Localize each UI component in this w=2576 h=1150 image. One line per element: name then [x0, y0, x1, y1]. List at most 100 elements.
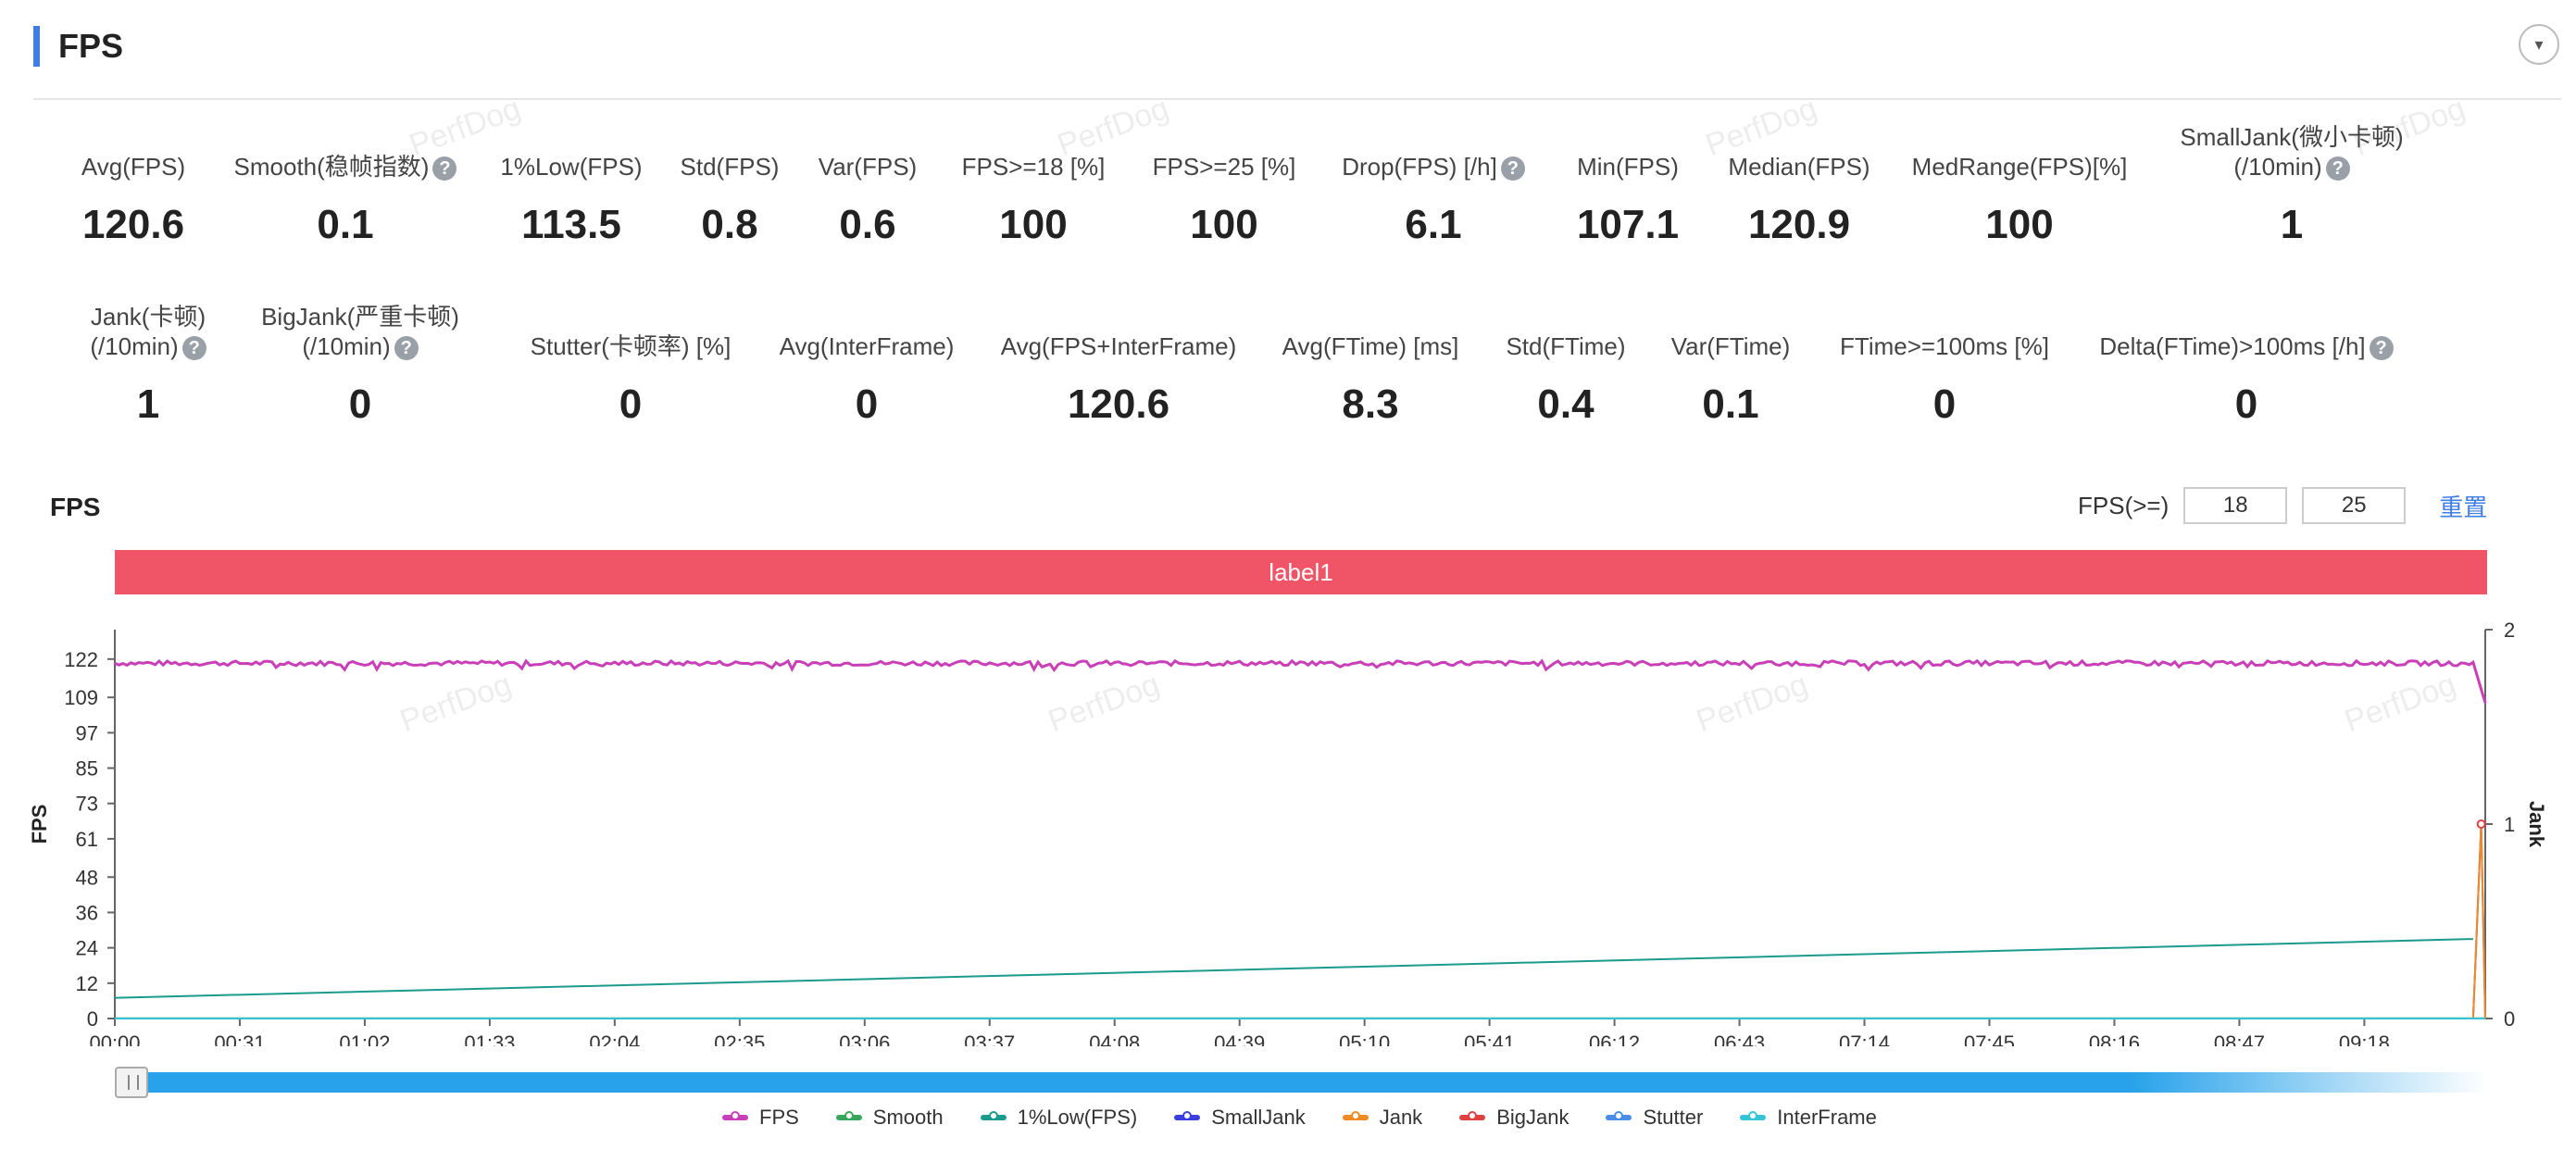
stat-item: Stutter(卡顿率) [%] 0 [445, 300, 816, 428]
stat-label-text: Avg(FPS+InterFrame) [1000, 332, 1237, 360]
x-tick-label: 04:39 [1214, 1031, 1265, 1046]
slider-track[interactable] [115, 1072, 2487, 1093]
stat-item: Drop(FPS) [/h]? 6.1 [1248, 120, 1619, 248]
slider-handle[interactable] [115, 1067, 148, 1098]
legend-swatch-icon [1459, 1111, 1486, 1120]
legend-swatch-icon [980, 1111, 1007, 1120]
stat-label: Drop(FPS) [/h]? [1248, 120, 1619, 181]
stat-value: 0.8 [701, 202, 758, 247]
stat-item: Median(FPS) 120.9 [1614, 120, 1984, 248]
stat-item: Delta(FTime)>100ms [/h]? 0 [2061, 300, 2432, 428]
stat-label: Std(FTime) [1381, 300, 1751, 361]
legend-label: Stutter [1643, 1106, 1704, 1129]
stat-item: Smooth(稳帧指数)? 0.1 [160, 120, 531, 248]
stat-label-unit: (/10min)? [302, 331, 419, 361]
stat-label: Std(FPS) [544, 120, 915, 181]
stat-label: Var(FTime) [1545, 300, 1916, 361]
help-icon[interactable]: ? [1500, 156, 1525, 181]
stat-label-text: BigJank(严重卡顿) [261, 303, 459, 331]
collapse-chevron-icon[interactable]: ▾ [2519, 24, 2559, 65]
help-icon[interactable]: ? [181, 336, 206, 361]
legend-label: 1%Low(FPS) [1017, 1106, 1138, 1129]
stat-label-text: Avg(InterFrame) [779, 332, 955, 360]
x-tick-label: 01:33 [464, 1031, 515, 1046]
legend-item[interactable]: InterFrame [1740, 1106, 1877, 1130]
stat-value: 107.1 [1576, 202, 1680, 247]
help-icon[interactable]: ? [432, 156, 457, 181]
stat-label-text: Std(FTime) [1506, 332, 1626, 360]
stat-item: FPS>=18 [%] 100 [848, 120, 1219, 248]
stat-item: 1%Low(FPS) 113.5 [386, 120, 757, 248]
stat-label-text: Jank(卡顿) [90, 303, 206, 331]
stat-value: 0.1 [1702, 381, 1759, 427]
stat-item: FPS>=25 [%] 100 [1039, 120, 1409, 248]
stat-item: Var(FTime) 0.1 [1545, 300, 1916, 428]
x-tick-label: 08:47 [2214, 1031, 2265, 1046]
legend-label: InterFrame [1777, 1106, 1877, 1129]
stat-value: 0.4 [1537, 381, 1594, 427]
stat-value: 0 [2234, 381, 2258, 427]
stat-label: Stutter(卡顿率) [%] [445, 300, 816, 361]
legend-item[interactable]: 1%Low(FPS) [980, 1106, 1138, 1130]
legend-swatch-icon [835, 1111, 862, 1120]
header-accent-bar [33, 26, 40, 67]
y-tick-label: 61 [76, 828, 98, 851]
y2-tick-label: 2 [2504, 619, 2515, 642]
stat-value: 1 [2280, 202, 2304, 247]
stat-value: 0.1 [317, 202, 374, 247]
stat-value: 6.1 [1405, 202, 1462, 247]
legend-item[interactable]: Smooth [835, 1106, 944, 1130]
legend-item[interactable]: FPS [722, 1106, 799, 1130]
stat-item: Var(FPS) 0.6 [682, 120, 1053, 248]
legend-item[interactable]: Stutter [1606, 1106, 1703, 1130]
stat-label-text: Avg(FPS) [81, 153, 186, 181]
series-fps [114, 658, 2487, 704]
fps-threshold-label: FPS(>=) [2078, 491, 2170, 519]
jank-marker [2476, 819, 2486, 829]
stat-label-unit: (/10min)? [90, 331, 206, 361]
fps-threshold-input-1[interactable]: 18 [2183, 487, 2288, 524]
stat-label: FTime>=100ms [%] [1759, 300, 2130, 361]
stat-label-text: SmallJank(微小卡顿) [2180, 123, 2404, 151]
stat-value: 100 [1985, 202, 2054, 247]
stat-item: Min(FPS) 107.1 [1443, 120, 1813, 248]
stat-value: 0 [855, 381, 879, 427]
reset-link[interactable]: 重置 [2439, 493, 2488, 521]
stat-label-text: Stutter(卡顿率) [%] [530, 332, 732, 360]
x-tick-label: 06:43 [1714, 1031, 1765, 1046]
x-tick-label: 05:10 [1339, 1031, 1390, 1046]
x-tick-label: 02:35 [714, 1031, 765, 1046]
x-tick-label: 07:14 [1839, 1031, 1890, 1046]
stat-item: Std(FPS) 0.8 [544, 120, 915, 248]
stat-item: SmallJank(微小卡顿) (/10min)? 1 [2107, 120, 2477, 248]
help-icon[interactable]: ? [394, 336, 419, 361]
y2-axis-label: Jank [2525, 801, 2548, 848]
stat-label-text: FTime>=100ms [%] [1840, 332, 2049, 360]
stat-label: MedRange(FPS)[%] [1834, 120, 2205, 181]
legend-item[interactable]: BigJank [1459, 1106, 1569, 1130]
stat-label: Delta(FTime)>100ms [/h]? [2061, 300, 2432, 361]
stat-label: Avg(InterFrame) [682, 300, 1052, 361]
fps-threshold-input-2[interactable]: 25 [2302, 487, 2407, 524]
legend-item[interactable]: SmallJank [1174, 1106, 1306, 1130]
stat-label: FPS>=18 [%] [848, 120, 1219, 181]
help-icon[interactable]: ? [2369, 336, 2394, 361]
stat-label: Var(FPS) [682, 120, 1053, 181]
legend-item[interactable]: Jank [1342, 1106, 1422, 1130]
stat-value: 0 [619, 381, 643, 427]
chart-legend: FPS Smooth 1%Low(FPS) SmallJank Jank BigJank S… [722, 1106, 1877, 1130]
stat-label-text: Drop(FPS) [/h]? [1342, 152, 1525, 181]
help-icon[interactable]: ? [2325, 156, 2350, 181]
stat-label: Avg(FTime) [ms] [1185, 300, 1556, 361]
stat-label: FPS>=25 [%] [1039, 120, 1409, 181]
stat-value: 8.3 [1342, 381, 1399, 427]
time-range-slider[interactable] [115, 1067, 2487, 1098]
stat-value: 100 [999, 202, 1068, 247]
stat-label: Avg(FPS+InterFrame) [933, 300, 1304, 361]
legend-swatch-icon [1606, 1111, 1632, 1120]
y-axis-label: FPS [28, 805, 51, 844]
stat-label-unit: (/10min)? [2233, 152, 2350, 181]
label-band[interactable]: label1 [115, 550, 2487, 594]
stat-label-text: FPS>=18 [%] [961, 153, 1106, 181]
